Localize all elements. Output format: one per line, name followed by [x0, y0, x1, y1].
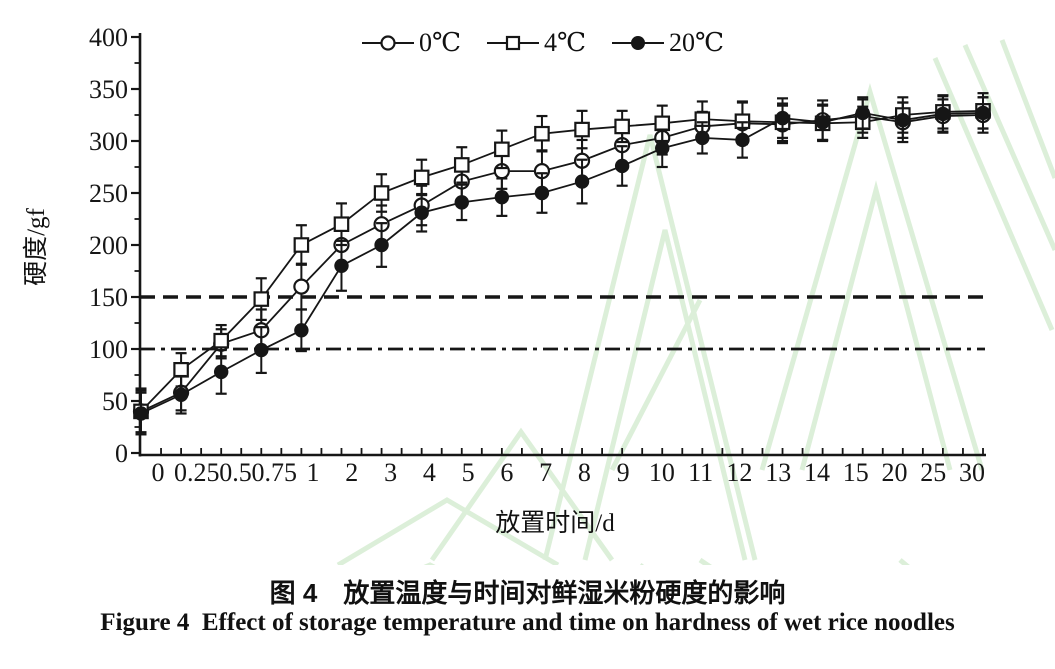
marker-filled-circle	[173, 387, 189, 402]
marker-filled-circle	[895, 113, 911, 128]
marker-open-circle	[293, 278, 310, 295]
marker-open-square	[213, 332, 229, 349]
marker-filled-circle	[775, 110, 790, 126]
watermark-stroke	[898, 558, 910, 565]
figure-caption-chinese: 图 4 放置温度与时间对鲜湿米粉硬度的影响	[269, 578, 786, 608]
marker-open-square	[494, 141, 510, 158]
marker-filled-circle	[614, 158, 630, 174]
marker-open-square	[453, 157, 470, 173]
watermark-stroke	[542, 134, 758, 561]
x-tick-label-6: 6	[500, 458, 513, 487]
marker-open-square	[614, 118, 630, 135]
error-bars-4℃	[135, 92, 989, 436]
marker-filled-circle	[254, 342, 269, 358]
marker-filled-circle	[935, 106, 951, 122]
x-axis-title: 放置时间/d	[495, 510, 615, 537]
marker-filled-circle	[534, 185, 550, 201]
error-bars-0℃	[135, 96, 989, 434]
marker-filled-circle	[815, 115, 830, 130]
marker-filled-circle	[414, 205, 429, 220]
x-tick-label-14: 14	[804, 458, 830, 487]
y-tick-label-300: 300	[89, 127, 128, 156]
marker-open-square	[333, 216, 350, 232]
x-tick-label-2: 2	[345, 458, 358, 487]
x-tick-label-20: 20	[881, 458, 907, 487]
x-tick-label-8: 8	[578, 458, 591, 487]
watermark	[336, 39, 1055, 565]
x-tick-label-0.5: 0.5	[219, 458, 252, 487]
series-line-4℃	[140, 109, 984, 413]
watermark-stroke	[962, 43, 1055, 252]
watermark-stroke	[429, 427, 615, 562]
marker-filled-circle	[655, 141, 670, 156]
series-0℃	[132, 96, 992, 434]
series-4℃	[133, 92, 991, 436]
marker-open-square	[293, 237, 310, 253]
x-tick-label-3: 3	[384, 458, 397, 487]
x-tick-label-15: 15	[843, 458, 869, 487]
x-tick-label-5: 5	[462, 458, 475, 487]
y-tick-label-200: 200	[89, 231, 128, 260]
y-tick-label-100: 100	[89, 335, 128, 364]
marker-filled-circle	[294, 323, 309, 338]
marker-open-square	[534, 125, 550, 142]
watermark-stroke	[799, 180, 953, 471]
x-tick-label-0: 0	[152, 458, 165, 487]
y-tick-label-50: 50	[102, 387, 128, 416]
error-bars-20℃	[135, 95, 989, 436]
y-tick-label-350: 350	[89, 75, 128, 104]
figure-caption-english: Figure 4 Effect of storage temperature a…	[100, 609, 955, 636]
marker-filled-circle	[855, 105, 870, 121]
x-tick-label-11: 11	[688, 458, 713, 487]
marker-open-square	[654, 115, 671, 132]
marker-filled-circle	[695, 130, 710, 146]
y-tick-label-150: 150	[89, 283, 128, 312]
x-tick-label-0.75: 0.75	[252, 458, 298, 487]
series-line-20℃	[140, 112, 984, 415]
x-ticks	[160, 448, 984, 455]
marker-filled-circle	[334, 258, 349, 273]
watermark-stroke	[698, 557, 713, 565]
marker-open-square	[253, 291, 270, 307]
marker-filled-circle	[494, 189, 510, 205]
marker-filled-circle	[975, 105, 991, 121]
marker-open-square	[373, 185, 390, 201]
x-tick-label-7: 7	[539, 458, 552, 487]
x-tick-label-12: 12	[726, 458, 752, 487]
watermark-stroke	[759, 83, 985, 471]
watermark-stroke	[932, 57, 1055, 331]
x-tick-label-1: 1	[307, 458, 320, 487]
marker-filled-circle	[454, 195, 469, 210]
marker-open-square	[574, 121, 590, 138]
x-tick-label-9: 9	[617, 458, 630, 487]
marker-open-square	[413, 169, 430, 186]
x-tick-label-13: 13	[765, 458, 791, 487]
marker-filled-circle	[374, 237, 389, 253]
y-axis-title: 硬度/gf	[23, 208, 50, 286]
watermark-stroke	[999, 39, 1055, 179]
marker-filled-circle	[213, 364, 229, 380]
marker-filled-circle	[574, 174, 590, 189]
x-tick-label-4: 4	[423, 458, 436, 487]
series-20℃	[133, 95, 991, 436]
marker-filled-circle	[133, 406, 149, 421]
x-tick-label-30: 30	[959, 458, 985, 487]
watermark-stroke	[609, 298, 703, 472]
marker-filled-circle	[735, 132, 750, 148]
watermark-stroke	[336, 497, 560, 565]
x-tick-label-10: 10	[649, 458, 675, 487]
y-tick-label-0: 0	[115, 439, 128, 468]
x-tick-label-25: 25	[920, 458, 946, 487]
y-tick-label-400: 400	[89, 23, 128, 52]
marker-open-square	[173, 362, 189, 378]
y-tick-label-250: 250	[89, 179, 128, 208]
watermark-stroke	[582, 229, 748, 561]
x-tick-label-0.25: 0.25	[174, 458, 220, 487]
